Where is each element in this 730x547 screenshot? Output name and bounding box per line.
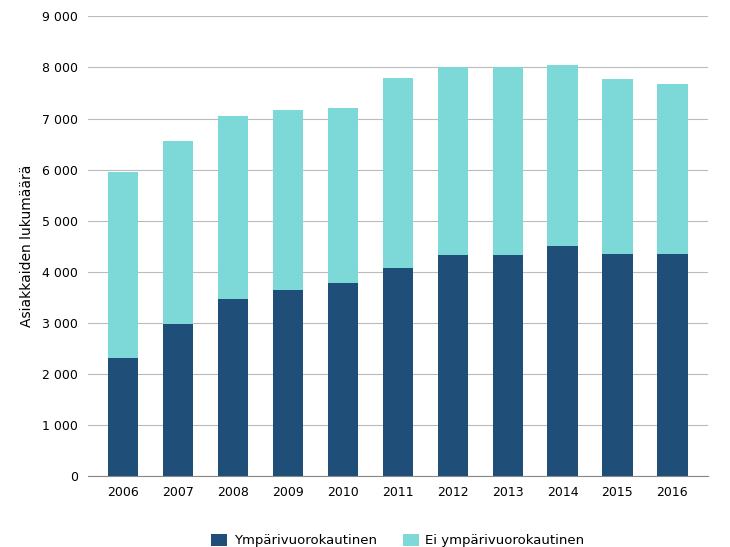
Bar	[273, 110, 303, 289]
Bar	[548, 246, 577, 476]
Bar	[657, 84, 688, 254]
Legend: Ympärivuorokautinen, Ei ympärivuorokautinen: Ympärivuorokautinen, Ei ympärivuorokauti…	[206, 528, 590, 547]
Bar	[328, 283, 358, 476]
Bar	[328, 108, 358, 283]
Bar	[108, 358, 139, 476]
Bar	[602, 79, 633, 254]
Bar	[218, 116, 248, 299]
Bar	[108, 172, 139, 358]
Bar	[383, 267, 413, 476]
Bar	[383, 78, 413, 267]
Bar	[602, 254, 633, 476]
Y-axis label: Asiakkaiden lukumäärä: Asiakkaiden lukumäärä	[20, 165, 34, 327]
Bar	[493, 255, 523, 476]
Bar	[273, 289, 303, 476]
Bar	[438, 67, 468, 255]
Bar	[493, 67, 523, 255]
Bar	[163, 142, 193, 324]
Bar	[163, 324, 193, 476]
Bar	[218, 299, 248, 476]
Bar	[548, 65, 577, 246]
Bar	[438, 255, 468, 476]
Bar	[657, 254, 688, 476]
